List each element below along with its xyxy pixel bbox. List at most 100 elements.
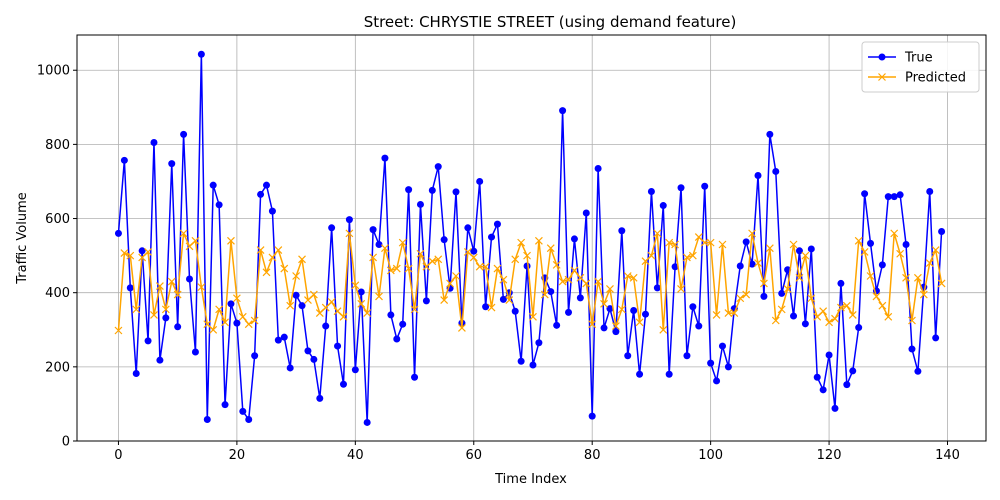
data-point-true — [488, 233, 496, 241]
data-point-predicted — [688, 251, 697, 260]
data-point-predicted — [274, 246, 283, 254]
series-line-true — [117, 53, 943, 424]
x-axis-label: Time Index — [494, 472, 567, 487]
data-point-true — [470, 247, 478, 255]
legend-marker-true — [878, 53, 886, 61]
data-point-predicted — [392, 264, 401, 273]
data-point-true — [742, 238, 750, 246]
data-point-predicted — [854, 236, 863, 245]
data-point-predicted — [801, 251, 810, 260]
data-point-true — [683, 352, 691, 360]
data-point-true — [647, 187, 655, 195]
data-point-predicted — [434, 255, 443, 264]
plot-frame — [76, 34, 987, 442]
data-point-predicted — [611, 322, 620, 330]
data-point-true — [932, 334, 940, 342]
data-point-predicted — [884, 312, 893, 321]
data-point-predicted — [499, 275, 508, 284]
data-point-true — [600, 324, 608, 332]
data-point-true — [499, 295, 507, 303]
legend-marker-predicted — [878, 73, 886, 81]
y-tick-label: 200 — [45, 360, 70, 375]
data-point-predicted — [665, 238, 674, 247]
data-point-true — [896, 191, 904, 199]
data-point-true — [280, 333, 288, 341]
data-point-true — [748, 260, 756, 268]
data-point-true — [884, 193, 892, 201]
data-point-true — [630, 306, 638, 314]
data-point-predicted — [546, 244, 555, 253]
data-point-true — [197, 50, 205, 58]
data-point-predicted — [878, 301, 887, 310]
data-point-true — [547, 288, 555, 296]
data-point-predicted — [659, 325, 668, 334]
data-point-predicted — [244, 320, 253, 329]
data-point-predicted — [150, 311, 158, 319]
data-point-true — [529, 361, 537, 369]
data-point-true — [251, 352, 259, 360]
data-point-predicted — [819, 307, 828, 316]
x-tick-label: 20 — [229, 448, 246, 463]
data-point-predicted — [771, 316, 780, 325]
data-point-predicted — [179, 229, 188, 238]
data-point-predicted — [534, 236, 543, 245]
data-point-true — [322, 322, 330, 330]
data-point-true — [375, 240, 383, 248]
data-point-true — [464, 224, 472, 232]
data-point-predicted — [825, 318, 833, 327]
data-point-predicted — [866, 272, 875, 280]
data-point-true — [801, 320, 809, 328]
data-point-predicted — [475, 262, 484, 271]
data-point-true — [689, 303, 697, 311]
data-point-true — [837, 279, 845, 287]
data-point-predicted — [386, 266, 395, 275]
x-tick-label: 140 — [935, 448, 960, 463]
y-tick-label: 400 — [45, 286, 70, 301]
data-point-true — [215, 201, 223, 209]
data-point-predicted — [623, 272, 632, 280]
data-point-predicted — [807, 294, 816, 303]
data-point-true — [257, 190, 265, 198]
data-point-predicted — [742, 290, 751, 299]
data-point-predicted — [493, 264, 502, 273]
data-point-predicted — [132, 305, 141, 314]
ticks: 0 20 40 60 80 100 120 140 0 200 400 600 800 1000 — [37, 64, 960, 463]
data-point-true — [849, 367, 857, 375]
data-point-predicted — [339, 312, 348, 321]
data-point-true — [813, 373, 821, 381]
data-point-predicted — [919, 290, 928, 299]
data-point-predicted — [647, 251, 656, 260]
data-point-true — [665, 370, 673, 378]
x-tick-label: 60 — [465, 448, 482, 463]
data-point-predicted — [268, 253, 277, 262]
data-point-true — [452, 188, 460, 196]
data-point-true — [482, 303, 490, 311]
x-tick-label: 40 — [347, 448, 364, 463]
data-point-predicted — [783, 285, 792, 293]
x-tick-label: 100 — [698, 448, 723, 463]
data-point-true — [914, 367, 922, 375]
data-point-true — [641, 310, 649, 318]
data-point-true — [695, 322, 703, 330]
data-point-true — [399, 320, 407, 328]
data-point-predicted — [167, 277, 176, 286]
data-point-predicted — [890, 229, 899, 238]
data-point-predicted — [398, 238, 407, 247]
legend-label-predicted: Predicted — [905, 71, 966, 86]
data-point-predicted — [232, 294, 241, 303]
data-point-true — [772, 167, 780, 175]
data-point-true — [233, 319, 241, 327]
data-point-true — [114, 229, 122, 237]
chart-title: Street: CHRYSTIE STREET (using demand fe… — [364, 13, 737, 31]
data-point-true — [298, 302, 306, 310]
data-point-true — [328, 224, 336, 232]
data-point-true — [594, 164, 602, 172]
data-point-predicted — [908, 316, 916, 325]
data-point-true — [351, 366, 359, 374]
data-point-true — [405, 186, 413, 194]
data-point-predicted — [872, 292, 881, 301]
data-point-predicted — [748, 229, 757, 238]
data-point-true — [701, 182, 709, 190]
data-point-predicted — [754, 259, 762, 267]
data-point-predicted — [795, 273, 804, 282]
